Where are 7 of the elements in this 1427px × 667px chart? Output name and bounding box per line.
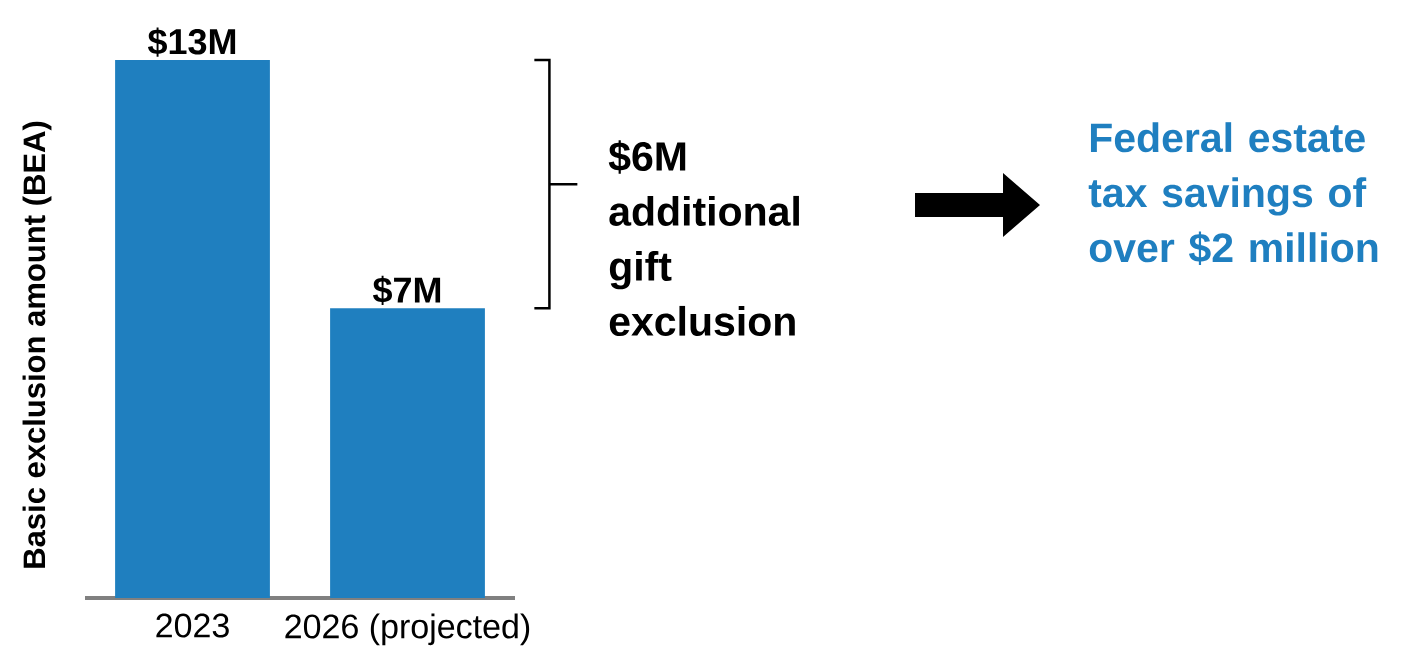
- text: Federal estate tax savings of over $2 million: [1088, 122, 1378, 265]
- text: $6M additional gift exclusion: [608, 140, 799, 337]
- data-label: $13M: [147, 27, 236, 57]
- y-axis-title: Basic exclusion amount (BEA): [22, 121, 52, 568]
- x-tick-label: 2023: [156, 613, 229, 638]
- x-tick-label: 2026 (projected): [285, 613, 530, 646]
- data-label: $7M: [372, 275, 441, 306]
